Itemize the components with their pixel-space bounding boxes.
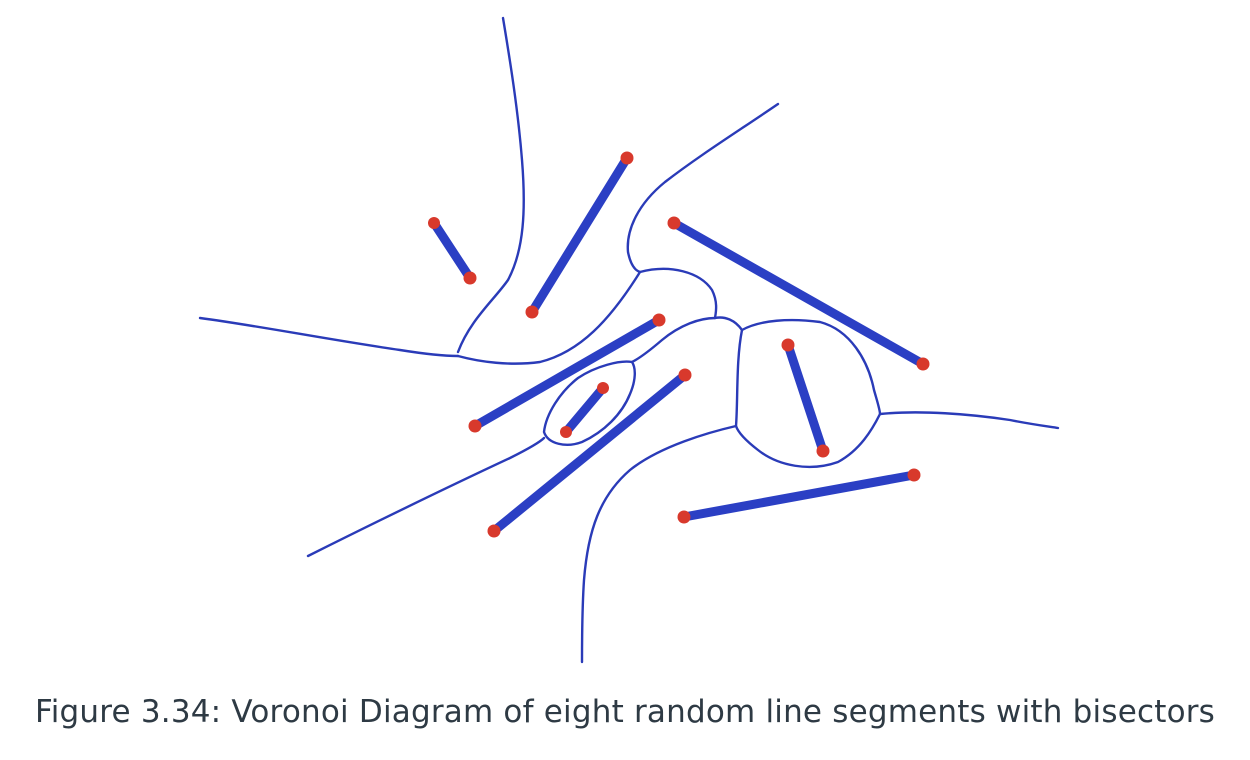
bisector-upper-middle xyxy=(456,270,642,365)
bisector-left xyxy=(198,316,460,358)
endpoint xyxy=(597,382,609,394)
endpoint xyxy=(525,305,539,319)
bisector-center-link xyxy=(630,316,717,364)
endpoint xyxy=(678,368,692,382)
endpoint xyxy=(463,271,477,285)
endpoint xyxy=(916,357,930,371)
endpoint xyxy=(620,151,634,165)
bisector-lower-left xyxy=(306,436,546,558)
segment-3 xyxy=(669,218,928,369)
figure-label: Figure 3.34: xyxy=(34,694,222,730)
segment-2 xyxy=(527,153,632,317)
voronoi-diagram xyxy=(198,16,1060,664)
bisector-center-top xyxy=(638,267,718,320)
bisector-top-right xyxy=(626,102,780,274)
bisector-center-right-link xyxy=(713,316,744,332)
endpoint xyxy=(428,217,440,229)
bisector-top-left xyxy=(456,16,525,354)
segment-5 xyxy=(561,383,608,437)
endpoint xyxy=(907,468,921,482)
endpoint xyxy=(781,338,795,352)
endpoint xyxy=(816,444,830,458)
segment-6 xyxy=(489,370,690,536)
figure-caption: Figure 3.34: Voronoi Diagram of eight ra… xyxy=(0,694,1250,730)
segment-4 xyxy=(470,315,664,431)
endpoint xyxy=(487,524,501,538)
line-segments xyxy=(429,153,928,536)
segment-8 xyxy=(679,470,919,522)
segment-7 xyxy=(783,340,828,456)
segment-endpoints xyxy=(428,151,930,538)
bisector-bottom xyxy=(580,424,738,664)
figure-caption-text: Voronoi Diagram of eight random line seg… xyxy=(231,694,1216,730)
endpoint xyxy=(667,216,681,230)
bisector-curves xyxy=(198,16,1060,664)
endpoint xyxy=(468,419,482,433)
endpoint xyxy=(677,510,691,524)
endpoint xyxy=(652,313,666,327)
segment-1 xyxy=(429,218,475,283)
bisector-small-cell xyxy=(542,360,636,446)
endpoint xyxy=(560,426,572,438)
bisector-right xyxy=(878,411,1060,430)
